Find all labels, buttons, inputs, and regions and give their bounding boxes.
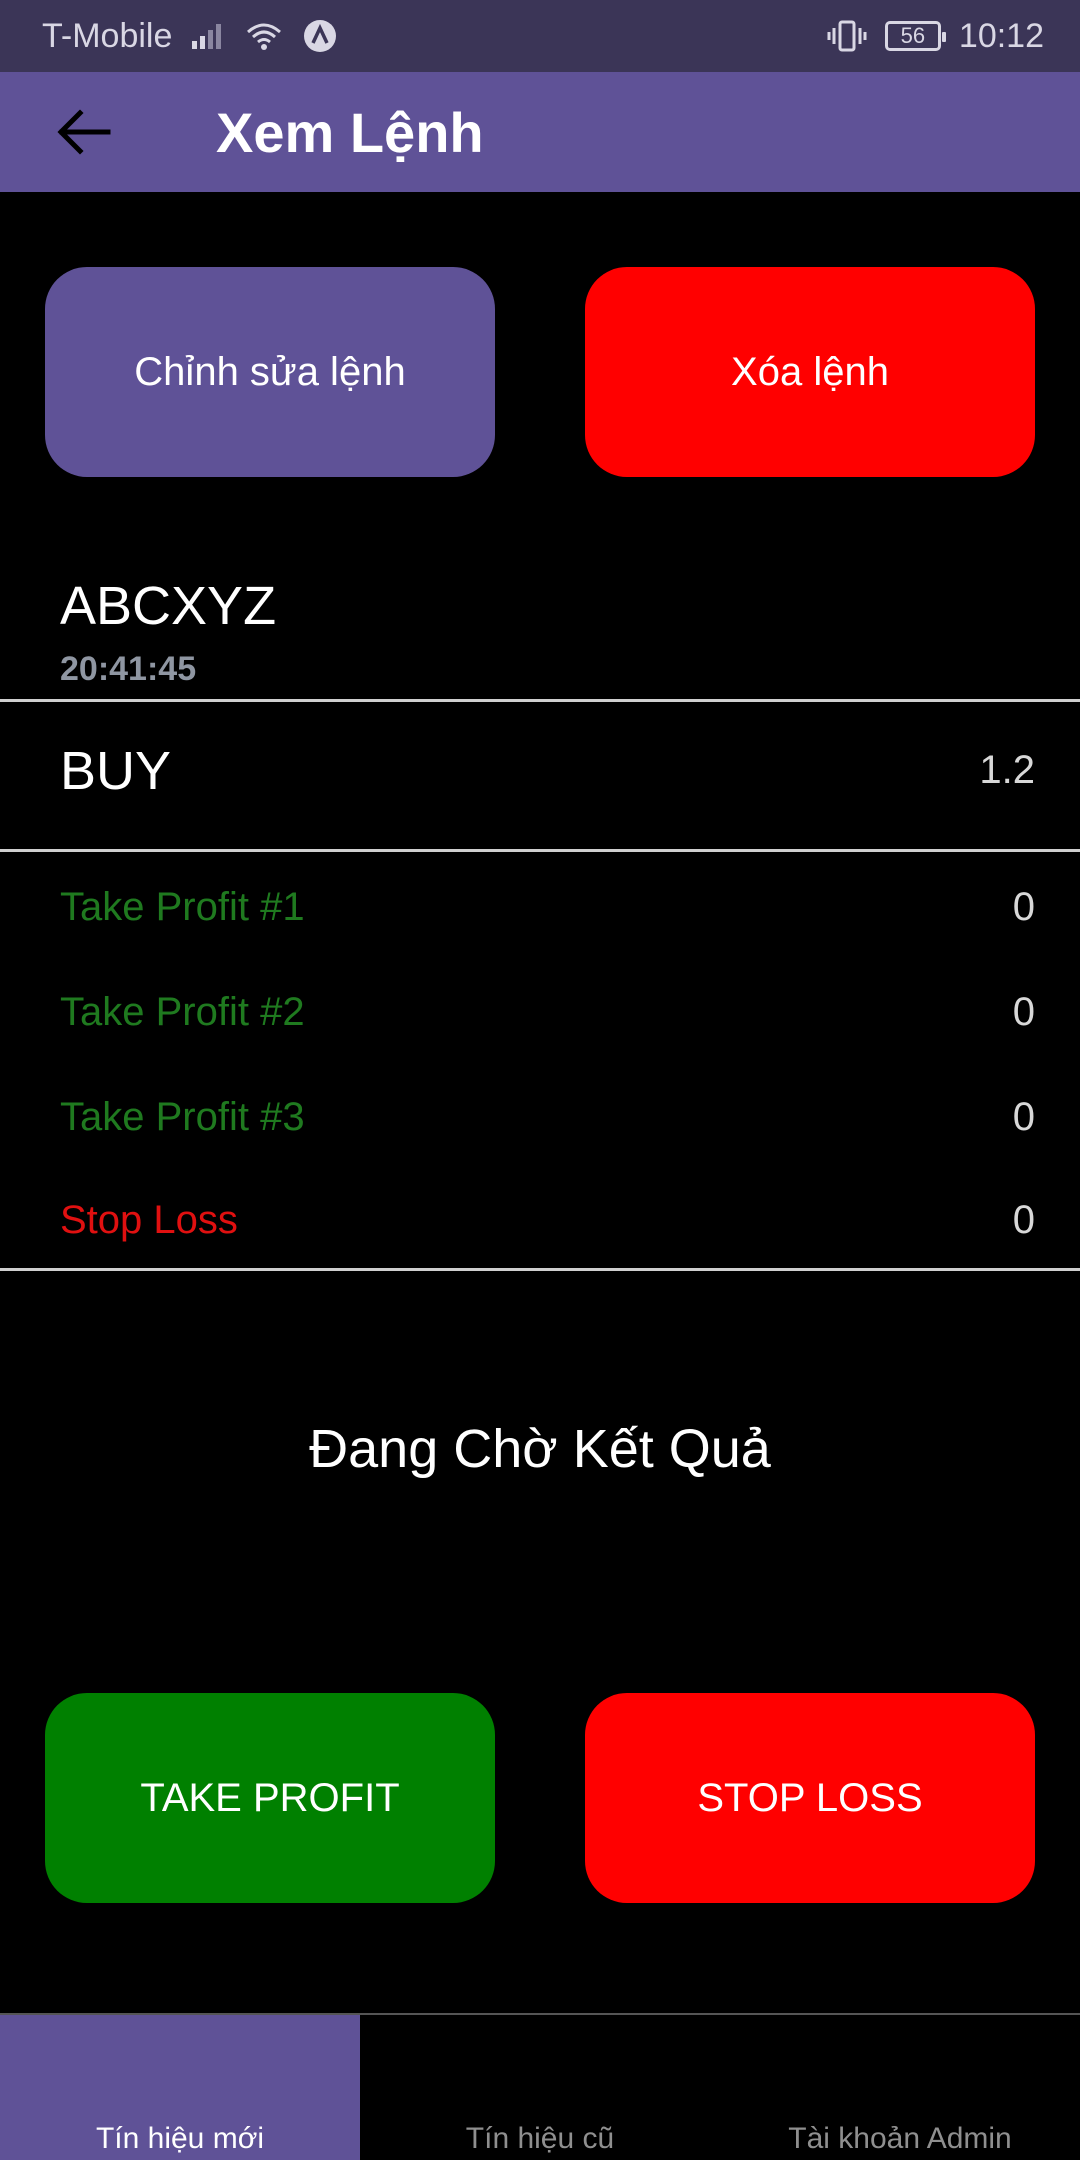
take-profit-3-label: Take Profit #3 (60, 1095, 305, 1139)
take-profit-2-value: 0 (1012, 990, 1035, 1034)
order-volume: 1.2 (979, 748, 1035, 792)
status-right: 56 10:12 (827, 17, 1044, 56)
order-time: 20:41:45 (60, 650, 197, 688)
arrow-left-icon (57, 109, 111, 155)
wifi-icon (244, 20, 284, 52)
stop-loss-label: Stop Loss (60, 1198, 238, 1242)
take-profit-2-row: Take Profit #2 0 (0, 990, 1080, 1050)
stop-loss-button[interactable]: STOP LOSS (585, 1693, 1035, 1903)
order-status: Đang Chờ Kết Quả (309, 1419, 771, 1479)
signal-icon (190, 21, 226, 51)
take-profit-1-label: Take Profit #1 (60, 885, 305, 929)
divider (0, 699, 1080, 702)
vibrate-icon (827, 19, 867, 53)
app-notification-icon (302, 18, 338, 54)
take-profit-3-row: Take Profit #3 0 (0, 1095, 1080, 1155)
carrier-name: T-Mobile (42, 16, 173, 55)
delete-order-button[interactable]: Xóa lệnh (585, 267, 1035, 477)
divider (0, 1268, 1080, 1271)
back-button[interactable] (24, 72, 144, 192)
order-side: BUY (60, 741, 172, 801)
take-profit-1-row: Take Profit #1 0 (0, 885, 1080, 945)
stop-loss-row: Stop Loss 0 (0, 1198, 1080, 1258)
edit-order-button[interactable]: Chỉnh sửa lệnh (45, 267, 495, 477)
page-title: Xem Lệnh (216, 100, 484, 164)
take-profit-button[interactable]: TAKE PROFIT (45, 1693, 495, 1903)
status-left: T-Mobile (42, 17, 338, 56)
status-bar: T-Mobile (0, 0, 1080, 72)
order-symbol: ABCXYZ (60, 576, 277, 636)
stop-loss-value: 0 (1012, 1198, 1035, 1242)
take-profit-3-value: 0 (1012, 1095, 1035, 1139)
divider (0, 849, 1080, 852)
take-profit-1-value: 0 (1012, 885, 1035, 929)
app-bar: Xem Lệnh (0, 72, 1080, 192)
nav-tab-new-signals[interactable]: Tín hiệu mới (0, 2015, 360, 2160)
take-profit-2-label: Take Profit #2 (60, 990, 305, 1034)
nav-tab-admin-account[interactable]: Tài khoản Admin (788, 2122, 1012, 2155)
battery-icon: 56 (884, 21, 946, 51)
bottom-nav: Tín hiệu mới Tín hiệu cũ Tài khoản Admin (0, 2013, 1080, 2160)
nav-tab-old-signals[interactable]: Tín hiệu cũ (465, 2122, 615, 2155)
clock: 10:12 (958, 16, 1044, 55)
